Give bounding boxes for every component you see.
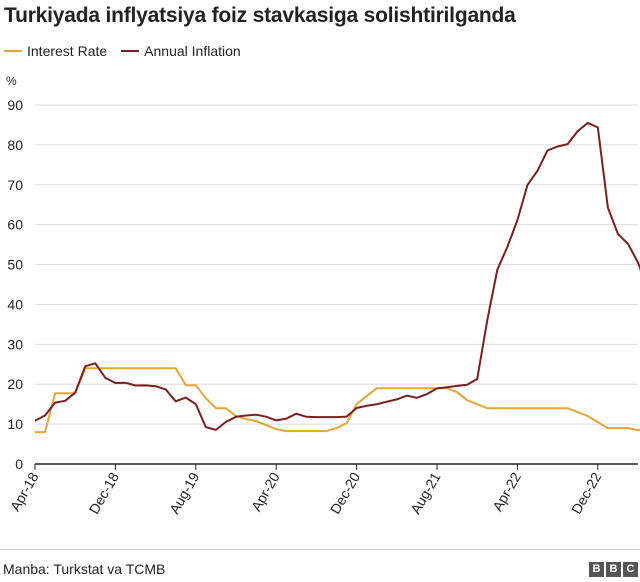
annual-inflation-line — [34, 121, 640, 431]
bbc-logo-letter: C — [623, 562, 638, 577]
y-tick-label: 40 — [7, 296, 23, 312]
y-tick-label: 60 — [7, 217, 23, 233]
x-tick-label: Aug-21 — [407, 469, 444, 516]
x-tick-label: Dec-18 — [86, 469, 123, 516]
y-tick-label: 80 — [7, 137, 23, 153]
x-tick-label: Apr-18 — [7, 469, 42, 514]
y-tick-label: 50 — [7, 257, 23, 273]
legend-label-annual-inflation: Annual Inflation — [144, 43, 241, 59]
legend-item-annual-inflation: Annual Inflation — [121, 43, 241, 59]
y-tick-label: 70 — [7, 177, 23, 193]
x-tick-label: Apr-22 — [489, 469, 524, 514]
y-tick-label: 90 — [7, 97, 23, 113]
x-axis-ticks: Apr-18 Dec-18 Aug-19 Apr-20 Dec-20 Aug-21 Apr-… — [7, 464, 605, 517]
footer-divider — [0, 549, 640, 550]
legend-item-interest-rate: Interest Rate — [4, 43, 107, 59]
x-tick-label: Dec-22 — [568, 469, 605, 516]
y-tick-label: 20 — [7, 376, 23, 392]
legend-swatch-interest-rate — [4, 50, 22, 52]
y-tick-label: 0 — [15, 456, 23, 472]
legend-swatch-annual-inflation — [121, 50, 140, 52]
bbc-logo: B B C — [587, 562, 638, 577]
y-axis-label: % — [6, 74, 17, 88]
source-note: Manba: Turkstat va TCMB — [3, 561, 166, 577]
y-tick-label: 10 — [7, 416, 23, 432]
line-chart: 0 10 20 30 40 50 60 70 80 90 % Apr-18 Dec-18 Aug-19… — [6, 74, 640, 517]
x-tick-label: Aug-19 — [166, 469, 203, 516]
legend: Interest Rate Annual Inflation — [4, 43, 255, 59]
y-tick-label: 30 — [7, 336, 23, 352]
bbc-logo-letter: B — [606, 562, 621, 577]
chart-title: Turkiyada inflyatsiya foiz stavkasiga so… — [4, 4, 516, 27]
gridlines — [35, 104, 638, 425]
x-tick-label: Apr-20 — [248, 469, 283, 514]
legend-label-interest-rate: Interest Rate — [27, 43, 108, 59]
bbc-logo-letter: B — [589, 562, 604, 577]
series-lines — [34, 121, 640, 434]
interest-rate-line — [35, 367, 640, 434]
y-axis-ticks: 0 10 20 30 40 50 60 70 80 90 — [7, 97, 23, 472]
x-tick-label: Dec-20 — [327, 469, 364, 516]
